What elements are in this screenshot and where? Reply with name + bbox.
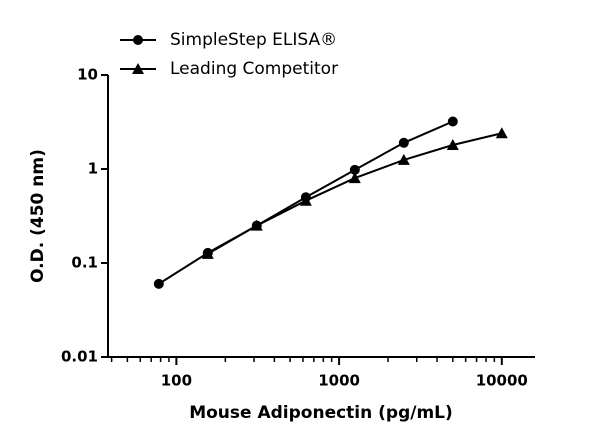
legend-label: SimpleStep ELISA® [170,30,337,50]
marker [349,164,360,175]
marker [201,247,214,259]
marker [348,172,361,184]
x-axis-label: Mouse Adiponectin (pg/mL) [189,403,453,423]
marker [250,219,263,231]
x-tick-label: 10000 [476,372,528,390]
y-tick-label: 0.1 [71,254,98,272]
marker [299,194,312,206]
y-tick-label: 0.01 [61,348,98,366]
y-tick-label: 1 [88,160,98,178]
y-tick-label: 10 [77,66,98,84]
series-line [207,132,503,255]
marker [398,137,409,148]
x-tick-label: 100 [161,372,192,390]
marker [446,139,459,151]
legend-marker [132,63,144,74]
x-tick-label: 1000 [318,372,360,390]
legend-marker [133,35,143,45]
marker [397,153,410,165]
marker [495,127,508,139]
y-axis-label: O.D. (450 nm) [28,149,48,283]
marker [153,278,164,289]
legend-label: Leading Competitor [170,59,338,79]
marker [447,116,458,127]
